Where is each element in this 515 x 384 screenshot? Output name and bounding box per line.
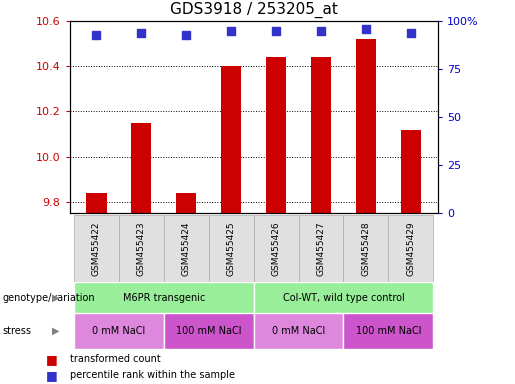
Bar [344,313,433,349]
Bar [209,215,253,282]
Text: ▶: ▶ [52,326,59,336]
Point [92,31,100,38]
Point [182,31,191,38]
Point [362,26,370,32]
Text: 100 mM NaCl: 100 mM NaCl [355,326,421,336]
Bar [254,282,433,313]
Text: Col-WT, wild type control: Col-WT, wild type control [283,293,404,303]
Bar [311,57,331,213]
Text: percentile rank within the sample: percentile rank within the sample [70,370,234,381]
Bar [87,193,107,213]
Bar [74,215,119,282]
Text: stress: stress [3,326,31,336]
Text: genotype/variation: genotype/variation [3,293,95,303]
Bar [344,215,388,282]
Text: ▶: ▶ [52,293,59,303]
Text: 0 mM NaCl: 0 mM NaCl [272,326,325,336]
Text: M6PR transgenic: M6PR transgenic [123,293,205,303]
Bar [299,215,344,282]
Point [407,30,415,36]
Text: GSM455423: GSM455423 [137,221,146,276]
Text: transformed count: transformed count [70,354,160,364]
Point [138,30,146,36]
Point [317,28,325,34]
Bar [176,193,196,213]
Bar [131,123,151,213]
Text: 0 mM NaCl: 0 mM NaCl [92,326,146,336]
Bar [119,215,164,282]
Bar [388,215,433,282]
Bar [164,313,254,349]
Bar [164,215,209,282]
Text: GSM455424: GSM455424 [182,222,191,276]
Bar [221,66,242,213]
Text: 100 mM NaCl: 100 mM NaCl [176,326,242,336]
Text: GSM455422: GSM455422 [92,222,101,276]
Bar [401,129,421,213]
Point [227,28,235,34]
Text: GSM455428: GSM455428 [362,221,370,276]
Bar [74,313,164,349]
Text: ■: ■ [46,353,58,366]
Bar [74,282,254,313]
Bar [254,313,344,349]
Text: ■: ■ [46,369,58,382]
Text: GSM455427: GSM455427 [317,221,325,276]
Bar [266,57,286,213]
Text: GSM455425: GSM455425 [227,221,236,276]
Text: GSM455426: GSM455426 [271,221,281,276]
Text: GSM455429: GSM455429 [406,221,415,276]
Title: GDS3918 / 253205_at: GDS3918 / 253205_at [170,2,337,18]
Bar [356,39,376,213]
Bar [254,215,299,282]
Point [272,28,280,34]
